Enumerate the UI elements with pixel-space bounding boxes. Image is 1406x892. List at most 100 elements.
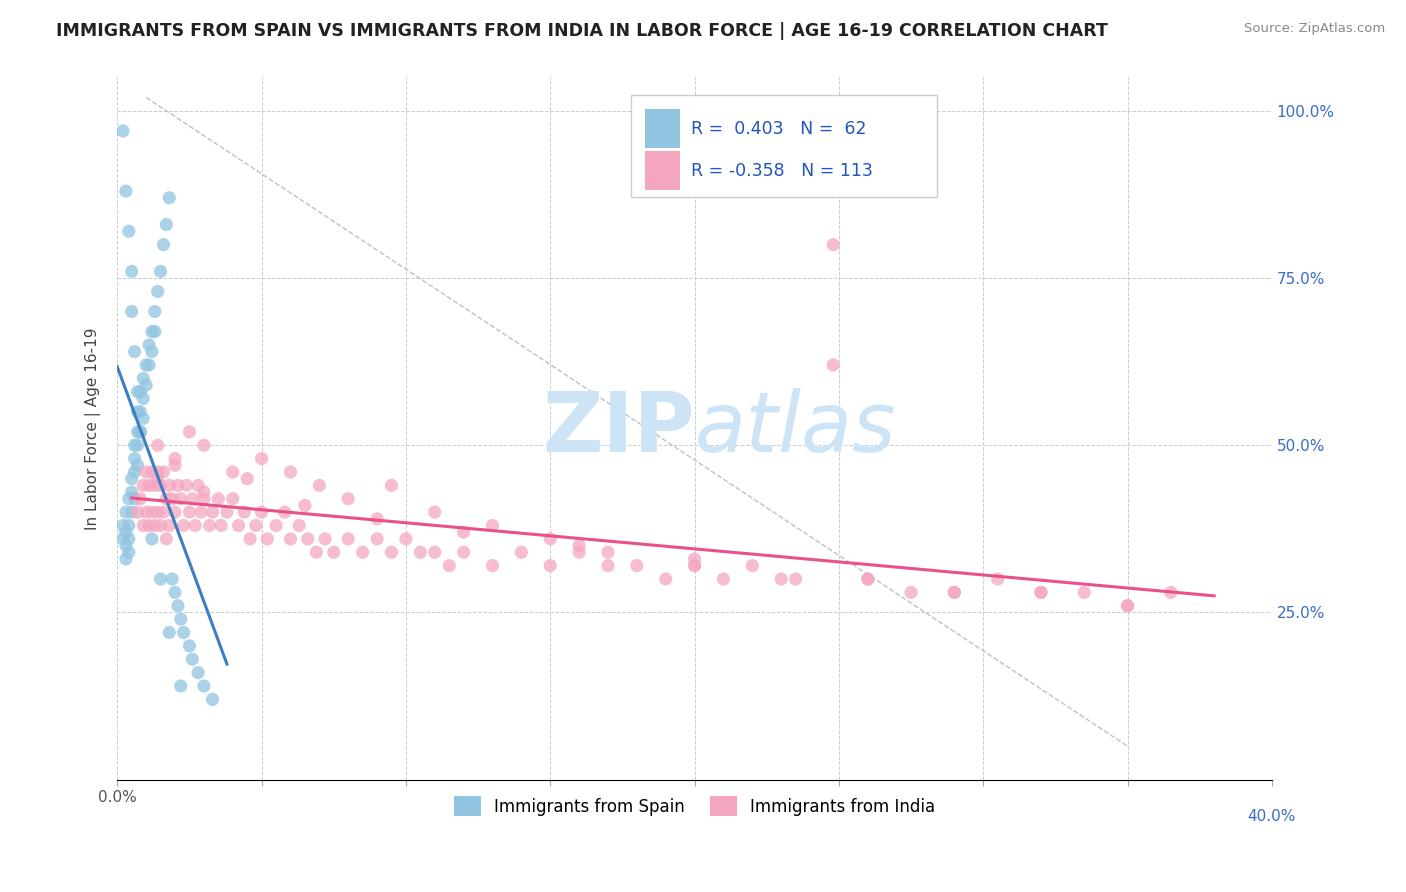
Point <box>163 451 186 466</box>
Point <box>173 518 195 533</box>
Point <box>228 518 250 533</box>
Point <box>121 505 143 519</box>
Point <box>785 572 807 586</box>
Point <box>193 438 215 452</box>
Text: R = -0.358   N = 113: R = -0.358 N = 113 <box>692 161 873 180</box>
Point <box>149 264 172 278</box>
Point <box>124 465 146 479</box>
FancyBboxPatch shape <box>631 95 936 197</box>
Point <box>190 505 212 519</box>
Point <box>207 491 229 506</box>
Point <box>160 491 183 506</box>
Point <box>179 425 201 439</box>
Point <box>170 612 193 626</box>
Point <box>395 532 418 546</box>
Point <box>112 518 135 533</box>
Point <box>209 518 232 533</box>
Point <box>1160 585 1182 599</box>
Point <box>280 465 302 479</box>
Point <box>121 304 143 318</box>
Point <box>1116 599 1139 613</box>
Point <box>409 545 432 559</box>
Point <box>943 585 966 599</box>
Point <box>193 679 215 693</box>
Point <box>193 485 215 500</box>
Point <box>141 344 163 359</box>
Point <box>132 411 155 425</box>
Point <box>245 518 267 533</box>
Point <box>856 572 879 586</box>
Point <box>163 458 186 473</box>
Point <box>170 679 193 693</box>
Point <box>152 505 174 519</box>
Point <box>149 518 172 533</box>
Point <box>250 505 273 519</box>
Point <box>222 465 245 479</box>
Point <box>173 625 195 640</box>
Point <box>118 532 141 546</box>
Legend: Immigrants from Spain, Immigrants from India: Immigrants from Spain, Immigrants from I… <box>446 788 943 824</box>
Point <box>352 545 374 559</box>
Text: IMMIGRANTS FROM SPAIN VS IMMIGRANTS FROM INDIA IN LABOR FORCE | AGE 16-19 CORREL: IMMIGRANTS FROM SPAIN VS IMMIGRANTS FROM… <box>56 22 1108 40</box>
Point <box>273 505 295 519</box>
Point <box>380 545 402 559</box>
Point <box>146 465 169 479</box>
Text: 40.0%: 40.0% <box>1247 809 1296 824</box>
Point <box>155 491 177 506</box>
Point <box>236 472 259 486</box>
Point <box>127 438 149 452</box>
Point <box>568 539 591 553</box>
Point <box>135 378 157 392</box>
Point <box>118 491 141 506</box>
Point <box>146 472 169 486</box>
Point <box>193 491 215 506</box>
Point <box>143 304 166 318</box>
Point <box>121 472 143 486</box>
Text: atlas: atlas <box>695 388 896 469</box>
Point <box>118 518 141 533</box>
Point <box>135 505 157 519</box>
Point <box>308 478 330 492</box>
Text: Source: ZipAtlas.com: Source: ZipAtlas.com <box>1244 22 1385 36</box>
Point <box>1029 585 1052 599</box>
Point <box>121 264 143 278</box>
Point <box>201 692 224 706</box>
Point <box>141 505 163 519</box>
Text: ZIP: ZIP <box>543 388 695 469</box>
Point <box>152 237 174 252</box>
Point <box>124 438 146 452</box>
Point <box>596 558 619 573</box>
Point <box>1073 585 1095 599</box>
Point <box>366 532 388 546</box>
Point <box>138 338 160 352</box>
Point <box>233 505 256 519</box>
Point <box>146 285 169 299</box>
Point <box>129 425 152 439</box>
Point <box>626 558 648 573</box>
Point <box>127 405 149 419</box>
Point <box>538 532 561 546</box>
FancyBboxPatch shape <box>645 151 679 190</box>
Point <box>770 572 793 586</box>
Point <box>135 358 157 372</box>
Point <box>294 499 316 513</box>
Point <box>149 572 172 586</box>
Point <box>322 545 344 559</box>
Point <box>157 478 180 492</box>
Point <box>143 478 166 492</box>
Point <box>481 518 503 533</box>
Point <box>683 558 706 573</box>
Point <box>132 518 155 533</box>
Point <box>198 518 221 533</box>
Point <box>124 451 146 466</box>
Point <box>179 639 201 653</box>
Point <box>124 491 146 506</box>
Point <box>453 545 475 559</box>
Point <box>143 325 166 339</box>
Point <box>423 505 446 519</box>
Point <box>157 518 180 533</box>
Point <box>127 505 149 519</box>
Point <box>215 505 238 519</box>
Point <box>250 451 273 466</box>
Point <box>132 478 155 492</box>
